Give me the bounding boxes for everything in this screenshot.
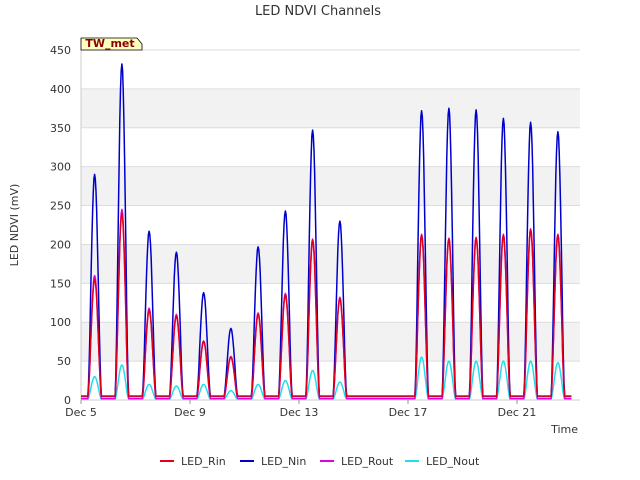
- legend-label: LED_Rin: [181, 455, 226, 468]
- site-label-badge: TW_met: [80, 37, 143, 51]
- background-band: [81, 88, 580, 128]
- y-tick-label: 250: [50, 200, 71, 213]
- y-axis-label: LED NDVI (mV): [8, 184, 21, 267]
- grid-lines: [80, 49, 580, 401]
- y-tick-label: 100: [50, 316, 71, 329]
- y-tick-label: 450: [50, 44, 71, 57]
- x-tick-label: Dec 21: [498, 406, 537, 419]
- legend-label: LED_Rout: [341, 455, 394, 468]
- series-line-led-nout: [80, 356, 572, 400]
- legend-label: LED_Nin: [261, 455, 306, 468]
- plot-background: [81, 50, 580, 400]
- series-lines: [80, 63, 572, 400]
- series-line-led-rin: [80, 212, 572, 397]
- background-band: [81, 244, 580, 284]
- y-tick-label: 350: [50, 122, 71, 135]
- x-tick-label: Dec 9: [174, 406, 206, 419]
- background-band: [81, 166, 580, 206]
- site-label: TW_met: [85, 37, 134, 50]
- chart-title: LED NDVI Channels: [255, 4, 381, 19]
- x-axis-ticks: Dec 5 Dec 9 Dec 13 Dec 17 Dec 21: [65, 400, 536, 419]
- background-band: [81, 322, 580, 362]
- legend: LED_Rin LED_Nin LED_Rout LED_Nout: [160, 455, 480, 468]
- y-tick-label: 0: [64, 394, 71, 407]
- x-tick-label: Dec 17: [389, 406, 428, 419]
- x-axis-label: Time: [550, 423, 578, 436]
- y-tick-label: 400: [50, 83, 71, 96]
- y-axis-ticks: 0 50 100 150 200 250 300 350 400 450: [50, 44, 71, 407]
- y-tick-label: 50: [57, 355, 71, 368]
- y-tick-label: 300: [50, 161, 71, 174]
- x-tick-label: Dec 5: [65, 406, 97, 419]
- y-tick-label: 200: [50, 238, 71, 251]
- x-tick-label: Dec 13: [280, 406, 319, 419]
- y-tick-label: 150: [50, 277, 71, 290]
- legend-label: LED_Nout: [426, 455, 480, 468]
